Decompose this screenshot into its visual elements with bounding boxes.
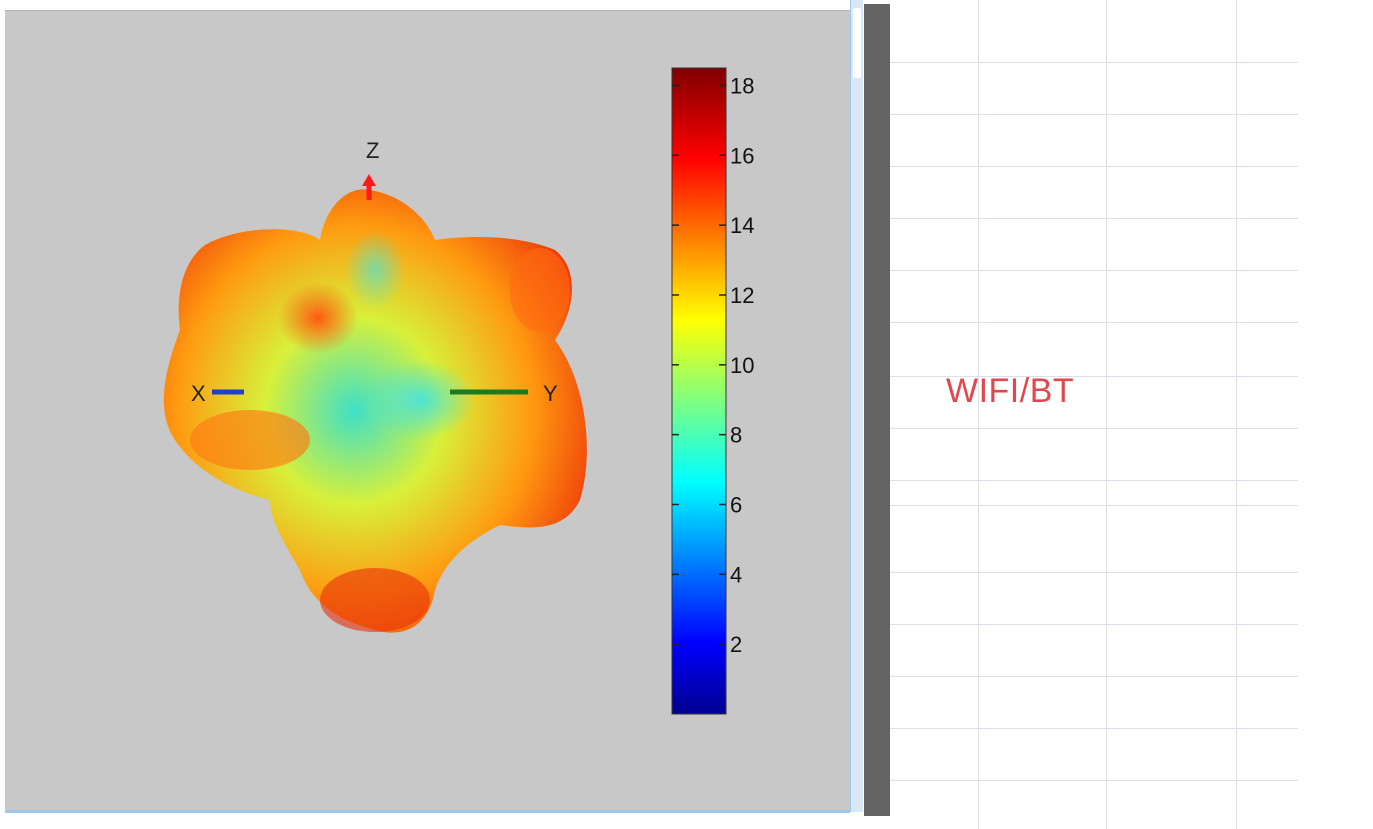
upper-cool-region — [345, 230, 405, 310]
hotspot-lobe — [278, 282, 358, 354]
x-axis-label: X — [191, 381, 206, 406]
grid-column-line — [1106, 0, 1107, 829]
grid-row-line — [890, 480, 1298, 481]
pattern-figure: X Y Z 2 4 6 8 10 12 14 16 18 — [163, 67, 754, 715]
colorbar-tick-label: 8 — [730, 423, 742, 448]
upper-right-lobe — [510, 248, 570, 332]
grid-row-line — [890, 376, 1298, 377]
center-cool-region — [365, 360, 475, 440]
scrollbar-thumb[interactable] — [853, 8, 861, 78]
plot-window: X Y Z 2 4 6 8 10 12 14 16 18 — [5, 0, 863, 813]
grid-row-line — [890, 166, 1298, 167]
z-axis-label: Z — [366, 138, 379, 163]
grid-row-line — [890, 676, 1298, 677]
z-axis-arrow-icon — [362, 174, 376, 186]
colorbar-tick-label: 4 — [730, 562, 742, 587]
grid-row-line — [890, 114, 1298, 115]
grid-column-line — [1236, 0, 1237, 829]
sheet-cell-label: WIFI/BT — [946, 372, 1075, 410]
colorbar-tick-label: 10 — [730, 353, 754, 378]
grid-column-line — [978, 0, 979, 829]
colorbar-tick-label: 16 — [730, 143, 754, 168]
vertical-scrollbar[interactable] — [850, 0, 863, 812]
radiation-pattern-surface — [163, 189, 587, 633]
grid-row-line — [890, 505, 1298, 506]
spreadsheet-grid[interactable]: WIFI/BT — [890, 0, 1298, 829]
grid-row-line — [890, 428, 1298, 429]
window-divider[interactable] — [864, 4, 890, 816]
colorbar-tick-label: 2 — [730, 632, 742, 657]
bottom-lobe — [320, 568, 430, 632]
colorbar-tick-label: 18 — [730, 73, 754, 98]
grid-row-line — [890, 728, 1298, 729]
colorbar: 2 4 6 8 10 12 14 16 18 — [671, 67, 754, 715]
y-axis-label: Y — [543, 381, 558, 406]
grid-row-line — [890, 270, 1298, 271]
colorbar-tick-label: 14 — [730, 213, 754, 238]
colorbar-tick-label: 6 — [730, 492, 742, 517]
grid-row-line — [890, 572, 1298, 573]
lower-left-lobe — [190, 410, 310, 470]
grid-row-line — [890, 322, 1298, 323]
grid-row-line — [890, 624, 1298, 625]
colorbar-gradient — [671, 67, 727, 715]
colorbar-tick-label: 12 — [730, 283, 754, 308]
grid-row-line — [890, 780, 1298, 781]
axis-triad: X Y Z — [191, 138, 558, 406]
grid-row-line — [890, 62, 1298, 63]
grid-row-line — [890, 218, 1298, 219]
